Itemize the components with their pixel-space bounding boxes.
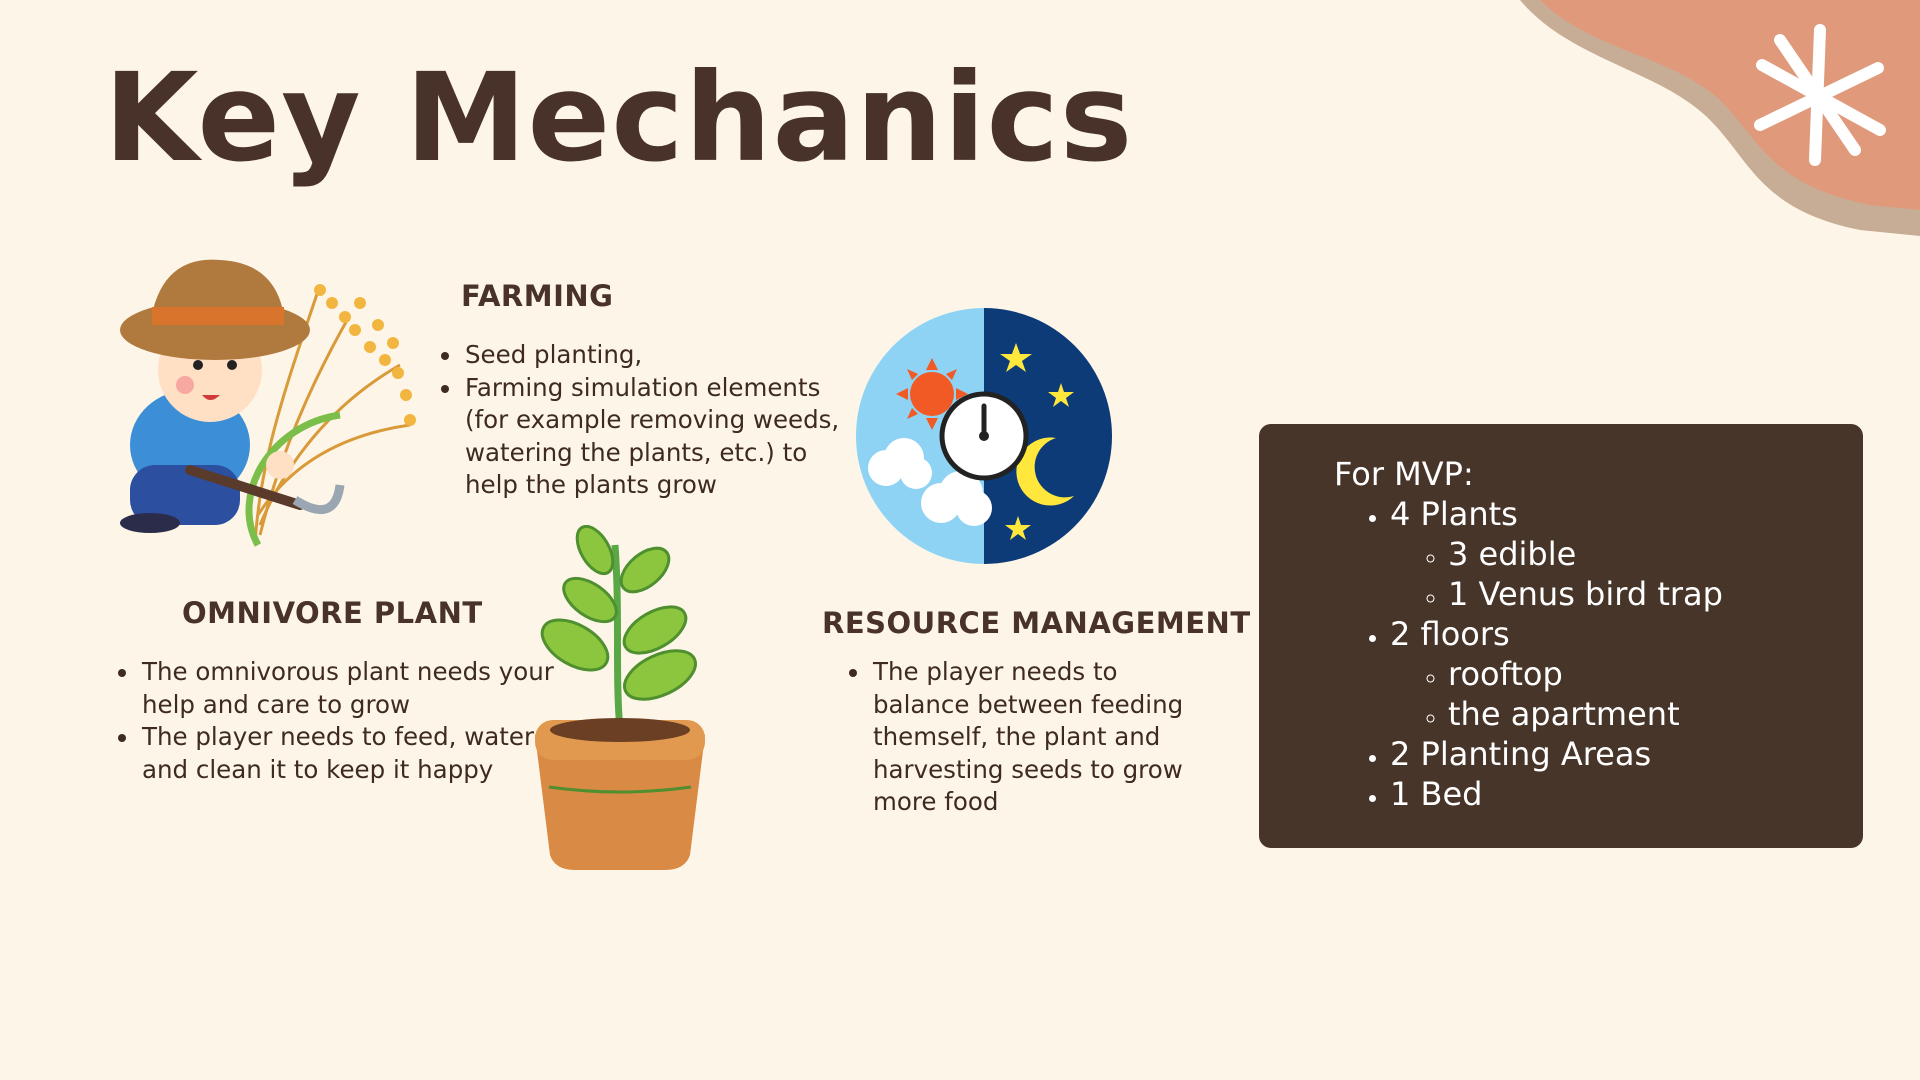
list-item: Seed planting, <box>463 339 853 372</box>
potted-plant-illustration <box>535 525 705 870</box>
page-title: Key Mechanics <box>104 47 1134 189</box>
resource-management-list: The player needs to balance between feed… <box>849 656 1211 819</box>
farming-list: Seed planting, Farming simulation elemen… <box>441 339 853 502</box>
mvp-list: 4 Plants 3 edible 1 Venus bird trap 2 fl… <box>1334 494 1863 814</box>
day-night-clock-icon <box>856 308 1112 564</box>
list-item: 2 floors rooftop the apartment <box>1390 614 1863 734</box>
list-item: The omnivorous plant needs your help and… <box>140 656 560 721</box>
list-item: The player needs to feed, water and clea… <box>140 721 560 786</box>
list-item: The player needs to balance between feed… <box>871 656 1211 819</box>
mvp-title: For MVP: <box>1334 455 1474 493</box>
omnivore-plant-heading: OMNIVORE PLANT <box>182 596 483 630</box>
omnivore-plant-list: The omnivorous plant needs your help and… <box>118 656 560 786</box>
list-item: 1 Bed <box>1390 774 1863 814</box>
list-item: rooftop <box>1448 654 1863 694</box>
list-item: Farming simulation elements (for example… <box>463 372 853 502</box>
list-item: 3 edible <box>1448 534 1863 574</box>
list-item: the apartment <box>1448 694 1863 734</box>
farmer-with-rice-illustration <box>120 259 416 547</box>
star-icon <box>1754 24 1886 166</box>
sun-icon <box>896 358 968 430</box>
list-item: 4 Plants 3 edible 1 Venus bird trap <box>1390 494 1863 614</box>
corner-star-decoration <box>1520 0 1920 236</box>
list-item: 1 Venus bird trap <box>1448 574 1863 614</box>
farming-heading: FARMING <box>461 279 614 313</box>
mvp-panel: For MVP: 4 Plants 3 edible 1 Venus bird … <box>1259 424 1863 848</box>
list-item: 2 Planting Areas <box>1390 734 1863 774</box>
resource-management-heading: RESOURCE MANAGEMENT <box>822 606 1251 640</box>
